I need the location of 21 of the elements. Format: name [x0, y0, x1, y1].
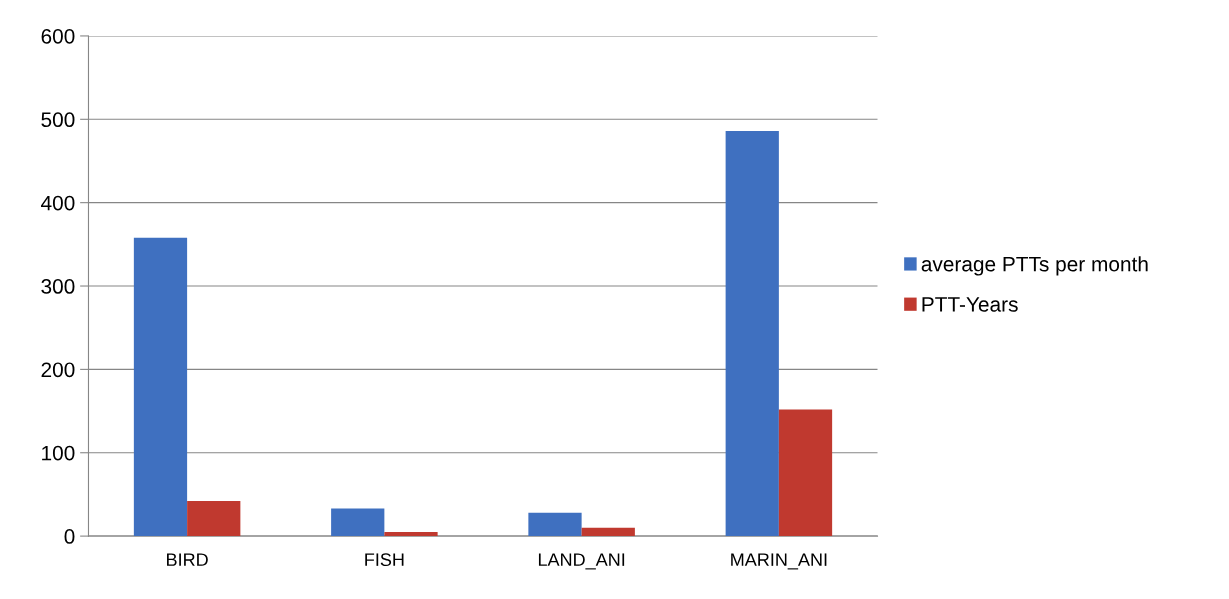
bar	[133, 237, 188, 537]
y-tick-label: 400	[41, 195, 75, 211]
x-tick-label: LAND_ANI	[538, 553, 625, 570]
y-tick-label: 500	[41, 112, 75, 128]
y-tick-label: 200	[41, 362, 75, 378]
y-tick-label: 300	[41, 279, 75, 294]
x-tick-label: MARIN_ANI	[731, 553, 827, 570]
y-tick-label: 0	[64, 529, 75, 544]
bar	[581, 527, 635, 537]
legend-label: PTT-Years	[922, 297, 1018, 312]
bar	[384, 531, 438, 537]
y-tick-label: 600	[41, 28, 75, 44]
y-tick-label: 100	[42, 445, 75, 461]
bar	[725, 130, 779, 537]
bar	[331, 508, 385, 537]
legend-label: average PTTs per month	[921, 256, 1148, 276]
bar	[528, 512, 582, 537]
bar	[778, 409, 833, 537]
x-tick-label: FISH	[365, 553, 404, 567]
bar	[187, 501, 241, 537]
x-tick-label: BIRD	[167, 553, 208, 566]
